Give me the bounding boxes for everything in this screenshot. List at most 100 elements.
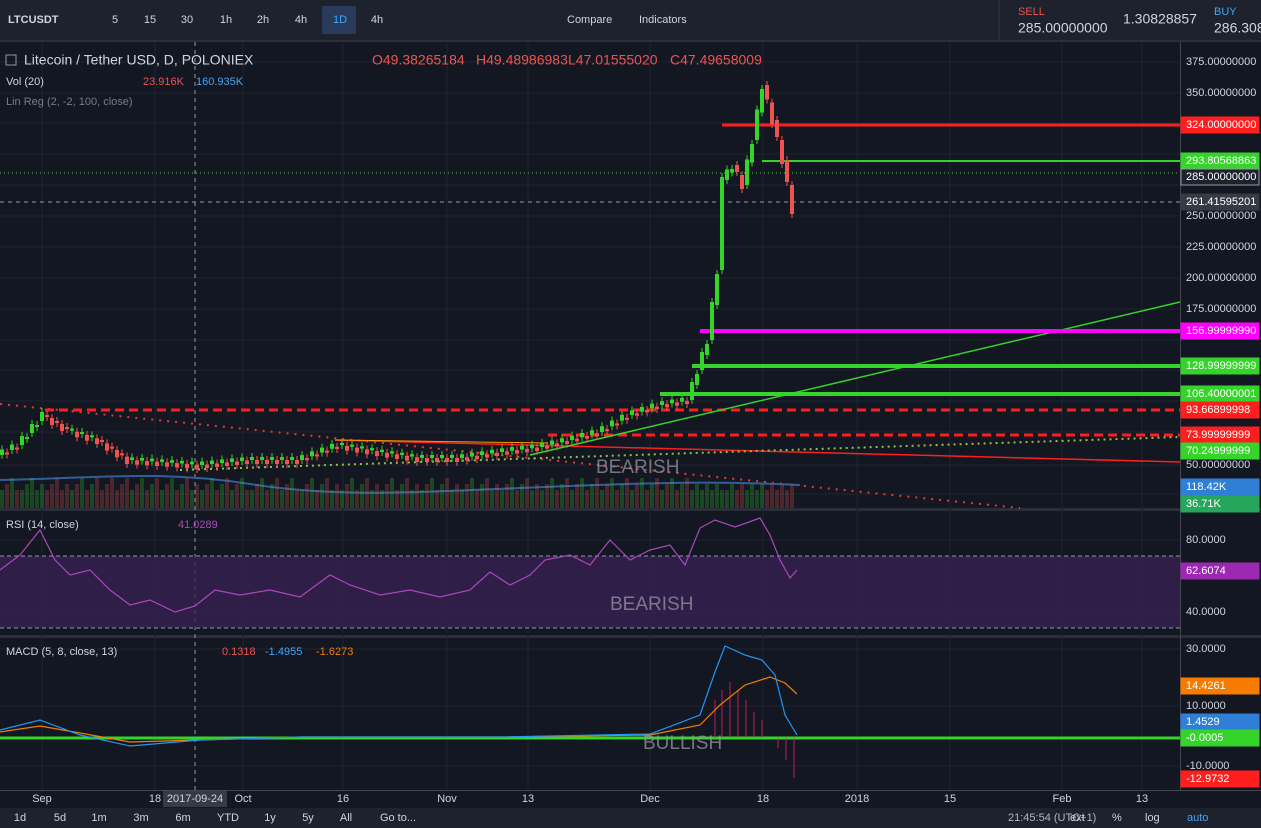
range-button[interactable]: 1d <box>14 812 26 824</box>
price-label: 50.00000000 <box>1186 459 1250 471</box>
volume-bar <box>680 484 684 508</box>
volume-bar <box>665 484 669 508</box>
candle-body <box>765 85 769 100</box>
volume-bar <box>460 490 464 508</box>
volume-bar <box>320 484 324 508</box>
time-label: 2017-09-24 <box>167 793 223 805</box>
log-toggle[interactable]: log <box>1145 812 1160 824</box>
dotted-trend <box>0 403 1021 509</box>
range-button[interactable]: All <box>340 812 352 824</box>
interval-button[interactable]: 15 <box>144 14 156 26</box>
interval-button[interactable]: 4h <box>371 14 383 26</box>
compare-button[interactable]: Compare <box>567 14 612 26</box>
candle-body <box>390 451 394 454</box>
rsi-band <box>0 556 1180 628</box>
volume-bar <box>705 484 709 508</box>
candle-body <box>675 402 679 406</box>
time-label: Dec <box>640 793 660 805</box>
ext-toggle[interactable]: ext <box>1070 812 1085 824</box>
volume-bar <box>200 490 204 508</box>
volume-bar <box>50 484 54 508</box>
time-label: 18 <box>149 793 161 805</box>
volume-bar <box>445 478 449 508</box>
volume-bar <box>325 478 329 508</box>
candle-body <box>150 458 154 462</box>
volume-bar <box>685 478 689 508</box>
candle-body <box>665 404 669 408</box>
volume-bar <box>560 484 564 508</box>
range-button[interactable]: YTD <box>217 812 239 824</box>
volume-title[interactable]: Vol (20) <box>6 76 44 88</box>
volume-bar <box>165 484 169 508</box>
volume-bar <box>130 490 134 508</box>
interval-button[interactable]: 4h <box>295 14 307 26</box>
volume-bar <box>735 490 739 508</box>
volume-bar <box>305 484 309 508</box>
collapse-icon[interactable] <box>5 54 17 66</box>
rsi-line <box>0 517 798 613</box>
indicators-button[interactable]: Indicators <box>639 14 687 26</box>
volume-bar <box>540 490 544 508</box>
candle-body <box>265 460 269 464</box>
interval-button[interactable]: 2h <box>257 14 269 26</box>
linreg-title[interactable]: Lin Reg (2, -2, 100, close) <box>6 96 133 108</box>
percent-toggle[interactable]: % <box>1112 812 1122 824</box>
volume-bar <box>650 484 654 508</box>
volume-bar <box>415 484 419 508</box>
candle-body <box>135 460 139 465</box>
interval-button[interactable]: 1D <box>333 14 347 26</box>
range-button[interactable]: 1m <box>91 812 106 824</box>
symbol[interactable]: LTCUSDT <box>8 14 59 26</box>
buy-price[interactable]: 286.308 <box>1214 20 1261 36</box>
interval-button[interactable]: 5 <box>112 14 118 26</box>
volume-bar <box>505 484 509 508</box>
candle-body <box>25 437 29 439</box>
divider <box>998 0 1000 40</box>
candle-body <box>430 455 434 458</box>
sell-price[interactable]: 285.00000000 <box>1018 20 1108 36</box>
candle-body <box>590 430 594 435</box>
macd-label: 30.0000 <box>1186 643 1226 655</box>
volume-bar <box>395 490 399 508</box>
sell-label[interactable]: SELL <box>1018 6 1045 18</box>
candle-body <box>745 159 749 185</box>
rsi-title[interactable]: RSI (14, close) <box>6 519 79 531</box>
price-tag <box>1180 401 1260 419</box>
volume-bar <box>45 490 49 508</box>
range-button[interactable]: 3m <box>133 812 148 824</box>
candle-body <box>5 452 9 455</box>
buy-label[interactable]: BUY <box>1214 6 1237 18</box>
volume-bar <box>660 490 664 508</box>
candle-body <box>185 463 189 469</box>
macd-title[interactable]: MACD (5, 8, close, 13) <box>6 646 117 658</box>
volume-bar <box>565 478 569 508</box>
candle-body <box>440 455 444 458</box>
candle-body <box>410 454 414 457</box>
range-button[interactable]: 1y <box>264 812 276 824</box>
candle-body <box>720 177 724 270</box>
volume-bar <box>720 490 724 508</box>
candle-body <box>490 449 494 454</box>
range-button[interactable]: 5d <box>54 812 66 824</box>
candle-body <box>680 397 684 402</box>
range-button[interactable]: Go to... <box>380 812 416 824</box>
candle-body <box>310 451 314 457</box>
candle-body <box>55 421 59 423</box>
candle-body <box>165 462 169 467</box>
volume-bar <box>80 478 84 508</box>
volume-bar <box>480 484 484 508</box>
volume-bar <box>15 490 19 508</box>
series-title[interactable]: Litecoin / Tether USD, D, POLONIEX <box>24 52 254 68</box>
range-button[interactable]: 6m <box>175 812 190 824</box>
volume-bar <box>355 490 359 508</box>
auto-toggle[interactable]: auto <box>1187 812 1208 824</box>
range-button[interactable]: 5y <box>302 812 314 824</box>
interval-button[interactable]: 1h <box>220 14 232 26</box>
candle-body <box>285 460 289 464</box>
signal-value: -1.6273 <box>316 646 353 658</box>
candle-body <box>80 432 84 434</box>
candle-body <box>420 455 424 458</box>
interval-button[interactable]: 30 <box>181 14 193 26</box>
candle-body <box>0 449 4 455</box>
volume-bar <box>205 484 209 508</box>
